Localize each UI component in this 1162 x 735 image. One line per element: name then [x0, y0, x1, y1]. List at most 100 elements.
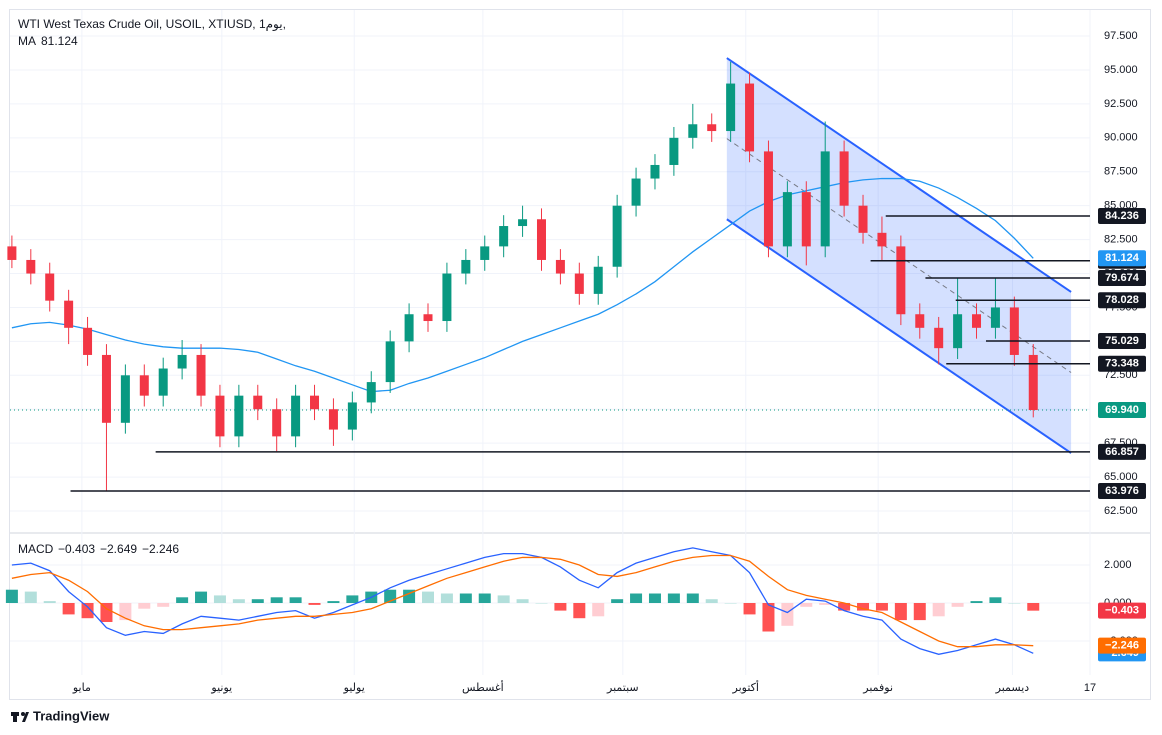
candle-body — [518, 219, 528, 227]
macd-histogram-bar — [554, 603, 567, 611]
candle-body — [801, 192, 811, 247]
y-tick-label: 87.500 — [1104, 166, 1138, 178]
candle-body — [1028, 354, 1038, 411]
macd-histogram-bar — [611, 599, 624, 604]
x-tick-label: 17 — [1084, 682, 1096, 694]
candle-body — [177, 354, 187, 369]
macd-histogram-bar — [270, 597, 283, 604]
y-tick-label: 90.000 — [1104, 132, 1138, 144]
macd-histogram-bar — [648, 593, 661, 604]
macd-histogram-bar — [497, 595, 510, 604]
level-label: 79.674 — [1105, 272, 1140, 284]
ma-value: 81.124 — [41, 34, 78, 48]
macd-histogram-bar — [81, 603, 94, 619]
macd-histogram-bar — [932, 603, 945, 617]
candle-body — [404, 314, 414, 342]
candle-body — [631, 178, 641, 206]
candle-body — [896, 246, 906, 315]
x-tick-label: نوفمبر — [862, 682, 893, 694]
macd-histogram-bar — [1008, 603, 1021, 604]
macd-histogram-bar — [705, 599, 718, 604]
macd-histogram-bar — [970, 601, 983, 604]
macd-histogram-bar — [157, 603, 170, 607]
brand: TradingView — [33, 708, 110, 723]
candle-body — [101, 354, 111, 423]
candle-body — [234, 395, 244, 437]
x-tick-label: يونيو — [210, 682, 232, 694]
level-label-bg — [1098, 482, 1146, 499]
candle-body — [139, 375, 149, 396]
candle-body — [26, 259, 36, 274]
macd-value-label-bg — [1098, 602, 1146, 619]
candle-body — [291, 395, 301, 437]
macd-histogram-bar — [686, 593, 699, 604]
candle-body — [782, 192, 792, 247]
ma-label: 81.124 — [1105, 252, 1140, 264]
brand-logo — [11, 712, 29, 722]
macd-histogram-bar — [857, 603, 870, 611]
macd-histogram-bar — [440, 593, 453, 604]
candle-body — [934, 327, 944, 349]
candle-body — [253, 395, 263, 410]
macd-histogram-bar — [308, 603, 321, 605]
y-tick-label: 2.000 — [1104, 559, 1132, 571]
candle-body — [120, 375, 130, 423]
macd-histogram-bar — [667, 593, 680, 604]
candle-body — [272, 409, 282, 437]
signal-line — [11, 554, 1034, 648]
macd-histogram-bar — [422, 591, 435, 604]
channel-upper — [726, 57, 1072, 293]
macd-histogram-bar — [24, 591, 37, 604]
candle-body — [726, 83, 736, 132]
candle-body — [385, 341, 395, 383]
y-tick-label: 72.500 — [1104, 369, 1138, 381]
level-label: 73.348 — [1105, 358, 1139, 370]
candle-body — [536, 219, 546, 260]
candle-body — [196, 354, 206, 396]
candle-body — [423, 314, 433, 322]
x-tick-label: أغسطس — [462, 680, 504, 694]
macd-histogram-bar — [724, 603, 737, 604]
level-label-bg — [1098, 332, 1146, 349]
candle-body — [1009, 307, 1019, 355]
candle-body — [366, 382, 376, 403]
macd-value-label-bg — [1098, 637, 1146, 654]
macd-histogram-bar — [176, 597, 189, 604]
level-label-bg — [1098, 443, 1146, 460]
macd-name: MACD — [18, 542, 54, 556]
macd-histogram-bar — [138, 603, 151, 609]
macd-histogram-bar — [289, 597, 302, 604]
candle-body — [7, 246, 17, 260]
y-tick-label: 65.000 — [1104, 471, 1138, 483]
x-tick-label: سبتمبر — [606, 682, 639, 694]
x-tick-label: يوليو — [343, 682, 365, 694]
candle-body — [64, 300, 74, 328]
macd-histogram-bar — [875, 603, 888, 611]
candle-body — [328, 409, 338, 430]
ma-name: MA — [18, 34, 36, 48]
candle-body — [574, 273, 584, 294]
macd-histogram-bar — [762, 603, 775, 632]
candle-body — [461, 259, 471, 274]
y-tick-label: 82.500 — [1104, 234, 1138, 246]
macd-histogram-bar — [516, 599, 529, 604]
candle-body — [990, 307, 1000, 328]
macd-histogram-bar — [1027, 603, 1040, 611]
y-tick-label: 95.000 — [1104, 64, 1138, 76]
macd-histogram-bar — [535, 603, 548, 604]
level-label: 84.236 — [1105, 210, 1139, 222]
y-tick-label: 62.500 — [1104, 505, 1138, 517]
macd-histogram-bar — [251, 599, 264, 604]
candle-body — [839, 151, 849, 206]
candle-body — [555, 259, 565, 274]
macd-histogram-bar — [781, 603, 794, 626]
macd-histogram-bar — [327, 601, 340, 604]
macd-histogram-bar — [800, 603, 813, 607]
candle-body — [745, 83, 755, 152]
x-tick-label: أكتوبر — [732, 680, 759, 694]
level-label-bg — [1098, 292, 1146, 309]
macd-legend-value: −2.246 — [142, 542, 179, 556]
last-price-label-bg — [1098, 402, 1146, 419]
chart-title: WTI West Texas Crude Oil, USOIL, XTIUSD,… — [18, 17, 286, 32]
candle-body — [688, 124, 698, 138]
